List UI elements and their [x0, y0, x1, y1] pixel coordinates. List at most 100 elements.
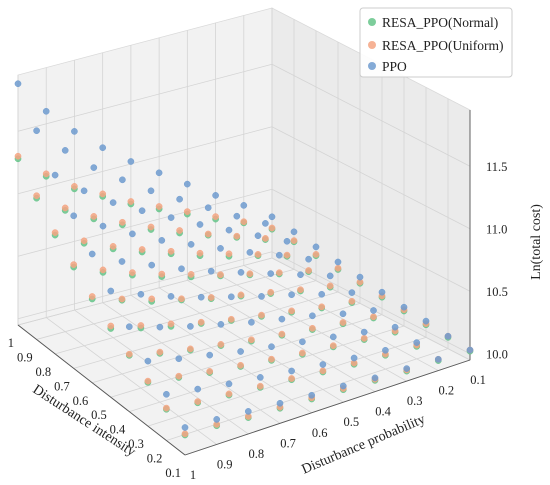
- point-resa-ppo-uniform: [207, 294, 215, 301]
- legend-label-normal: RESA_PPO(Normal): [382, 15, 498, 30]
- point-ppo: [88, 250, 96, 258]
- legend-label-ppo: PPO: [382, 59, 407, 74]
- point-resa-ppo-uniform: [194, 398, 202, 405]
- y-tick-label: 0.4: [110, 423, 126, 437]
- point-ppo: [309, 312, 316, 320]
- point-ppo: [148, 261, 156, 269]
- point-resa-ppo-uniform: [339, 319, 347, 326]
- z-tick-label: 10.0: [486, 348, 508, 362]
- point-ppo: [118, 258, 126, 265]
- point-ppo: [267, 270, 275, 277]
- point-resa-ppo-uniform: [61, 204, 69, 212]
- point-ppo: [137, 290, 145, 298]
- point-ppo: [268, 213, 276, 221]
- point-resa-ppo-uniform: [71, 183, 78, 190]
- point-ppo: [288, 367, 295, 375]
- point-resa-ppo-uniform: [90, 213, 98, 220]
- point-resa-ppo-uniform: [80, 237, 88, 245]
- z-tick-label: 11.0: [486, 223, 507, 237]
- point-ppo: [197, 293, 205, 301]
- point-resa-ppo-uniform: [309, 324, 316, 332]
- point-ppo: [155, 169, 163, 177]
- point-ppo: [371, 374, 379, 382]
- floor-grid-x: [130, 294, 312, 414]
- point-ppo: [288, 291, 295, 299]
- point-ppo: [350, 354, 358, 362]
- point-resa-ppo-uniform: [175, 372, 183, 380]
- y-tick-label: 0.2: [147, 452, 163, 466]
- y-tick-label: 0.6: [73, 394, 89, 408]
- point-resa-ppo-uniform: [227, 315, 235, 323]
- point-ppo: [400, 303, 408, 311]
- point-ppo: [127, 158, 135, 165]
- legend-marker-normal: [368, 18, 376, 26]
- point-ppo: [217, 245, 224, 252]
- point-resa-ppo-uniform: [288, 307, 295, 315]
- z-tick-label: 10.5: [486, 285, 508, 299]
- point-ppo: [194, 385, 202, 393]
- point-ppo: [207, 267, 215, 275]
- point-ppo: [213, 416, 221, 423]
- point-ppo: [156, 323, 164, 331]
- point-resa-ppo-uniform: [370, 313, 377, 321]
- point-ppo: [382, 346, 389, 354]
- point-ppo: [290, 228, 298, 236]
- point-resa-ppo-uniform: [237, 361, 244, 369]
- point-ppo: [225, 380, 233, 388]
- point-ppo: [297, 271, 304, 279]
- point-resa-ppo-uniform: [212, 213, 219, 220]
- back-grid-z: [17, 188, 273, 257]
- point-resa-ppo-uniform: [119, 218, 126, 226]
- point-resa-ppo-uniform: [326, 282, 334, 290]
- point-ppo: [70, 212, 78, 220]
- point-resa-ppo-uniform: [144, 377, 152, 385]
- point-ppo: [187, 241, 195, 248]
- point-resa-ppo-uniform: [51, 229, 59, 236]
- x-tick-label: 0.1: [470, 373, 486, 387]
- point-ppo: [187, 323, 194, 330]
- point-ppo: [256, 374, 264, 381]
- point-resa-ppo-uniform: [109, 243, 117, 250]
- point-resa-ppo-uniform: [33, 192, 40, 200]
- point-resa-ppo-uniform: [268, 224, 276, 232]
- point-ppo: [334, 258, 342, 266]
- point-ppo: [422, 317, 430, 325]
- x-tick-label: 0.8: [248, 447, 264, 461]
- point-ppo: [204, 204, 212, 212]
- right-grid-z: [271, 188, 471, 292]
- floor-grid-x: [45, 317, 217, 445]
- point-resa-ppo-uniform: [329, 342, 337, 350]
- point-ppo: [129, 230, 136, 238]
- floor-grid-y: [166, 348, 449, 441]
- point-resa-ppo-uniform: [262, 235, 269, 242]
- z-tick-label: 11.5: [486, 160, 507, 174]
- point-resa-ppo-uniform: [288, 375, 295, 382]
- y-tick-label: 1: [8, 336, 14, 350]
- point-resa-ppo-uniform: [197, 318, 205, 326]
- x-tick-label: 0.7: [280, 436, 296, 450]
- point-resa-ppo-uniform: [217, 271, 224, 279]
- point-ppo: [233, 212, 241, 220]
- y-tick-label: 0.9: [17, 350, 33, 364]
- point-resa-ppo-uniform: [256, 382, 264, 390]
- point-ppo: [246, 249, 254, 256]
- point-ppo: [240, 202, 248, 209]
- point-ppo: [444, 332, 452, 340]
- point-resa-ppo-uniform: [99, 190, 107, 198]
- point-resa-ppo-uniform: [290, 237, 298, 244]
- point-resa-ppo-uniform: [187, 345, 194, 353]
- point-resa-ppo-uniform: [158, 270, 166, 278]
- point-ppo: [318, 290, 326, 298]
- point-resa-ppo-uniform: [187, 271, 195, 278]
- point-ppo: [434, 355, 442, 363]
- y-tick-label: 0.7: [54, 379, 70, 393]
- legend-marker-ppo: [368, 62, 376, 70]
- point-ppo: [99, 144, 107, 152]
- point-resa-ppo-uniform: [155, 203, 163, 210]
- point-resa-ppo-uniform: [181, 430, 189, 438]
- point-resa-ppo-uniform: [138, 246, 146, 253]
- point-resa-ppo-uniform: [248, 336, 255, 344]
- point-resa-ppo-uniform: [267, 288, 275, 296]
- point-ppo: [14, 80, 22, 88]
